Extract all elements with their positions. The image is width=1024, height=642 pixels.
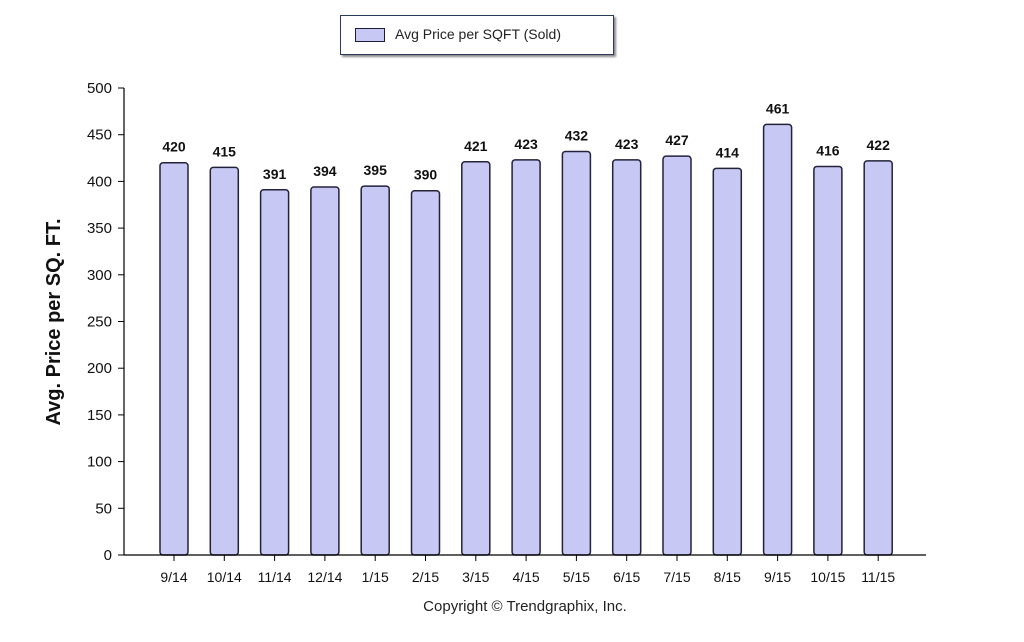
y-tick-label: 350 (87, 220, 112, 237)
legend: Avg Price per SQFT (Sold) (340, 15, 614, 55)
x-tick-label: 11/14 (258, 569, 292, 585)
axes-layer (118, 87, 926, 561)
bar-value-label: 415 (213, 143, 237, 159)
y-tick-label: 500 (87, 80, 112, 97)
x-tick-label: 12/14 (307, 569, 342, 585)
bar-8/15 (712, 167, 743, 556)
x-tick-label: 5/15 (563, 569, 590, 585)
y-axis-title: Avg. Price per SQ. FT. (43, 218, 65, 425)
y-tick-label: 250 (87, 314, 112, 331)
y-tick-label: 150 (87, 407, 112, 424)
legend-swatch (355, 28, 385, 42)
x-tick-label: 2/15 (412, 569, 439, 585)
bar-11/15 (863, 160, 893, 556)
labels-layer: 420 9/14 415 10/14 391 11/14 394 12/14 395 1/15 39… (87, 80, 895, 585)
bar-value-label: 422 (867, 137, 891, 153)
bar-value-label: 461 (766, 100, 790, 116)
bar-9/14 (159, 161, 189, 556)
x-tick-label: 9/14 (160, 569, 187, 585)
bars-layer (159, 123, 893, 556)
bar-7/15 (662, 155, 692, 556)
x-tick-label: 10/14 (207, 569, 242, 585)
bar-value-label: 423 (615, 136, 639, 152)
bar-6/15 (611, 159, 642, 556)
y-tick-label: 450 (87, 127, 112, 144)
bar-1/15 (360, 185, 390, 556)
bar-value-label: 421 (464, 138, 488, 154)
bar-9/15 (762, 123, 793, 556)
x-tick-label: 11/15 (861, 569, 895, 585)
y-tick-label: 200 (87, 360, 112, 377)
x-tick-label: 3/15 (462, 569, 489, 585)
bar-value-label: 394 (313, 163, 337, 179)
bar-value-label: 416 (816, 142, 840, 158)
bar-value-label: 423 (514, 136, 538, 152)
y-tick-label: 300 (87, 267, 112, 284)
bar-value-label: 420 (162, 139, 186, 155)
y-tick-label: 100 (87, 454, 112, 471)
bar-2/15 (410, 189, 441, 556)
x-tick-label: 8/15 (714, 569, 741, 585)
x-tick-label: 1/15 (362, 569, 389, 585)
x-tick-label: 9/15 (764, 569, 791, 585)
bar-value-label: 395 (364, 162, 388, 178)
bar-5/15 (561, 150, 592, 556)
bar-11/14 (259, 189, 290, 556)
bar-10/15 (813, 165, 843, 556)
legend-label: Avg Price per SQFT (Sold) (395, 26, 561, 42)
bar-12/14 (310, 186, 340, 556)
bar-value-label: 391 (263, 166, 287, 182)
x-tick-label: 4/15 (512, 569, 539, 585)
bar-10/14 (209, 166, 240, 556)
bar-value-label: 432 (565, 128, 589, 144)
bar-value-label: 414 (716, 144, 740, 160)
x-tick-label: 10/15 (810, 569, 845, 585)
x-tick-label: 7/15 (663, 569, 690, 585)
copyright-text: Copyright © Trendgraphix, Inc. (423, 598, 627, 615)
x-tick-label: 6/15 (613, 569, 640, 585)
bar-4/15 (511, 159, 541, 556)
y-tick-label: 50 (95, 500, 112, 517)
y-tick-label: 400 (87, 173, 112, 190)
bar-3/15 (461, 161, 491, 556)
y-tick-label: 0 (104, 547, 112, 564)
bar-value-label: 427 (665, 132, 689, 148)
bar-value-label: 390 (414, 167, 438, 183)
